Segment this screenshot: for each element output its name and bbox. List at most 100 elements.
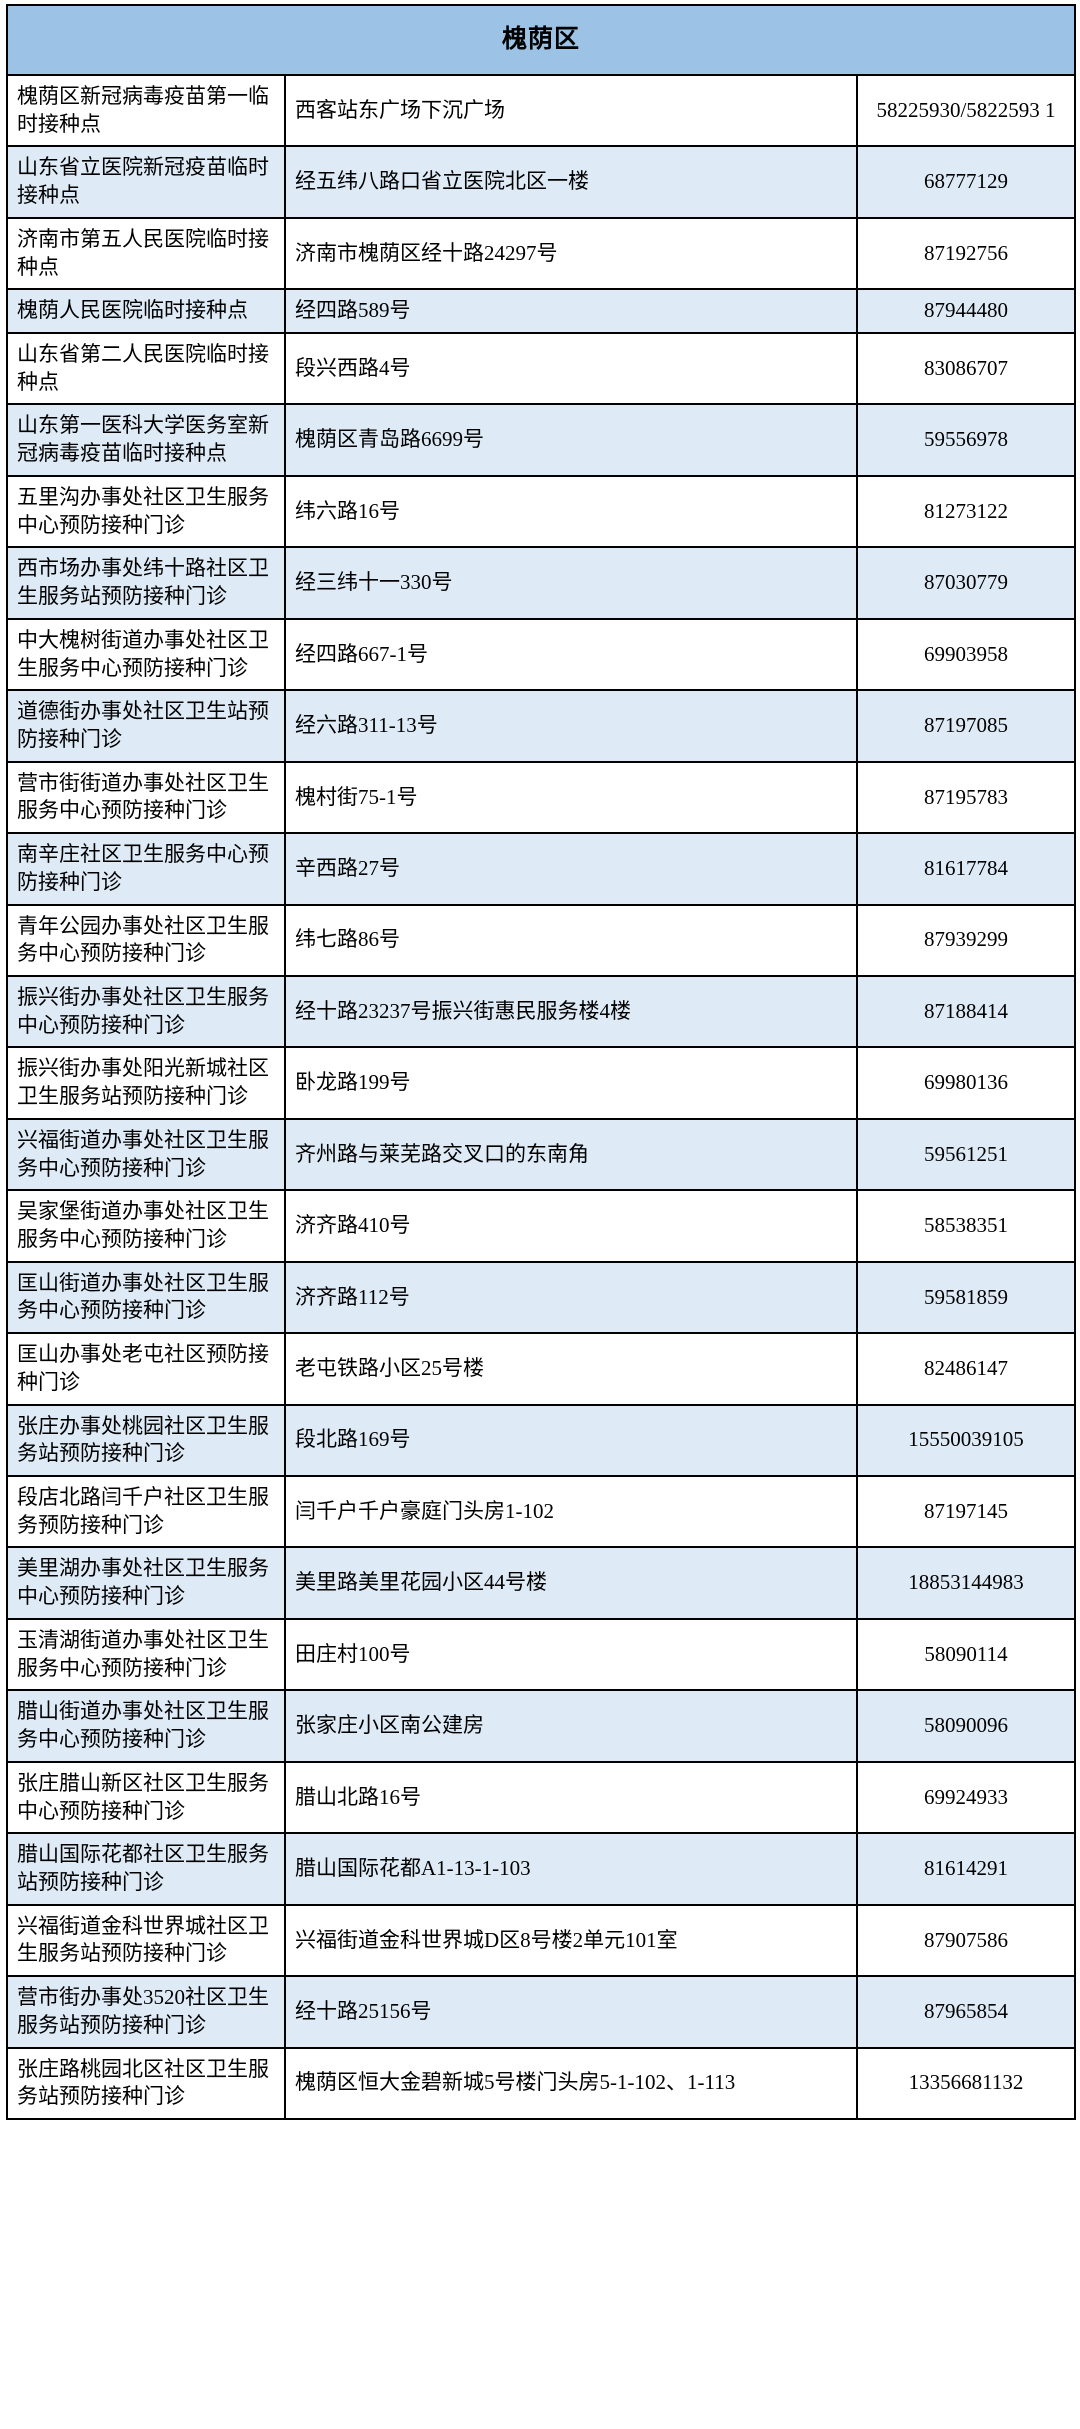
site-name-cell: 山东省第二人民医院临时接种点 [6,332,286,406]
table-header: 槐荫区 [5,4,1077,76]
site-name-cell: 腊山国际花都社区卫生服务站预防接种门诊 [6,1832,286,1906]
site-phone-cell: 87944480 [855,288,1077,335]
table-row: 道德街办事处社区卫生站预防接种门诊 经六路311-13号 87197085 [6,689,1077,763]
site-phone-cell: 68777129 [855,145,1077,219]
site-address-cell: 美里路美里花园小区44号楼 [284,1546,858,1620]
table-row: 槐荫区新冠病毒疫苗第一临时接种点 西客站东广场下沉广场 58225930/58225… [6,73,1077,148]
site-name-cell: 匡山办事处老屯社区预防接种门诊 [6,1332,286,1406]
table-row: 腊山国际花都社区卫生服务站预防接种门诊 腊山国际花都A1-13-1-103 8161… [6,1832,1077,1906]
site-name-cell: 段店北路闫千户社区卫生服务预防接种门诊 [6,1475,286,1549]
site-phone-cell: 87030779 [855,546,1077,620]
site-name-cell: 张庄办事处桃园社区卫生服务站预防接种门诊 [6,1403,286,1478]
site-address-cell: 经六路311-13号 [284,689,858,763]
table-row: 中大槐树街道办事处社区卫生服务中心预防接种门诊 经四路667-1号 69903958 [6,617,1077,692]
site-phone-cell: 15550039105 [855,1403,1077,1478]
site-name-cell: 山东第一医科大学医务室新冠病毒疫苗临时接种点 [6,403,286,477]
site-name-cell: 兴福街道办事处社区卫生服务中心预防接种门诊 [6,1117,286,1192]
site-phone-cell: 87939299 [855,903,1077,977]
site-address-cell: 经五纬八路口省立医院北区一楼 [284,145,858,219]
site-phone-cell: 81617784 [855,832,1077,906]
table-row: 张庄路桃园北区社区卫生服务站预防接种门诊 槐荫区恒大金碧新城5号楼门头房5-1-1… [6,2046,1077,2120]
table-row: 青年公园办事处社区卫生服务中心预防接种门诊 纬七路86号 87939299 [6,903,1077,977]
site-address-cell: 段北路169号 [284,1403,858,1478]
site-phone-cell: 13356681132 [855,2046,1077,2120]
site-address-cell: 老屯铁路小区25号楼 [284,1332,858,1406]
table-row: 吴家堡街道办事处社区卫生服务中心预防接种门诊 济齐路410号 58538351 [6,1189,1077,1263]
table-row: 匡山办事处老屯社区预防接种门诊 老屯铁路小区25号楼 82486147 [6,1332,1077,1406]
site-address-cell: 腊山国际花都A1-13-1-103 [284,1832,858,1906]
table-row: 西市场办事处纬十路社区卫生服务站预防接种门诊 经三纬十一330号 87030779 [6,546,1077,620]
site-name-cell: 营市街街道办事处社区卫生服务中心预防接种门诊 [6,760,286,835]
site-name-cell: 吴家堡街道办事处社区卫生服务中心预防接种门诊 [6,1189,286,1263]
site-name-cell: 南辛庄社区卫生服务中心预防接种门诊 [6,832,286,906]
site-address-cell: 槐荫区恒大金碧新城5号楼门头房5-1-102、1-113 [284,2046,858,2120]
site-phone-cell: 58090114 [855,1617,1077,1692]
table-row: 振兴街办事处社区卫生服务中心预防接种门诊 经十路23237号振兴街惠民服务楼4楼 8… [6,974,1077,1049]
site-address-cell: 辛西路27号 [284,832,858,906]
table-row: 振兴街办事处阳光新城社区卫生服务站预防接种门诊 卧龙路199号 69980136 [6,1046,1077,1120]
site-name-cell: 张庄腊山新区社区卫生服务中心预防接种门诊 [6,1760,286,1835]
spreadsheet-sheet: 槐荫区 槐荫区新冠病毒疫苗第一临时接种点 西客站东广场下沉广场 58225930/5… [5,4,1077,2120]
site-name-cell: 腊山街道办事处社区卫生服务中心预防接种门诊 [6,1689,286,1763]
site-phone-cell: 87192756 [855,216,1077,291]
table-row: 匡山街道办事处社区卫生服务中心预防接种门诊 济齐路112号 59581859 [6,1260,1077,1335]
site-phone-cell: 87197085 [855,689,1077,763]
table-row: 南辛庄社区卫生服务中心预防接种门诊 辛西路27号 81617784 [6,832,1077,906]
site-name-cell: 青年公园办事处社区卫生服务中心预防接种门诊 [6,903,286,977]
site-phone-cell: 69924933 [855,1760,1077,1835]
vaccination-sites-table: 槐荫区 槐荫区新冠病毒疫苗第一临时接种点 西客站东广场下沉广场 58225930/5… [5,4,1077,2120]
site-address-cell: 济齐路112号 [284,1260,858,1335]
site-phone-cell: 58225930/5822593 1 [855,73,1077,148]
site-phone-cell: 82486147 [855,1332,1077,1406]
table-row: 五里沟办事处社区卫生服务中心预防接种门诊 纬六路16号 81273122 [6,474,1077,549]
table-row: 张庄办事处桃园社区卫生服务站预防接种门诊 段北路169号 15550039105 [6,1403,1077,1478]
site-name-cell: 美里湖办事处社区卫生服务中心预防接种门诊 [6,1546,286,1620]
site-address-cell: 经十路23237号振兴街惠民服务楼4楼 [284,974,858,1049]
site-address-cell: 经四路589号 [284,288,858,335]
page-title: 槐荫区 [5,4,1077,76]
site-address-cell: 闫千户千户豪庭门头房1-102 [284,1475,858,1549]
site-phone-cell: 18853144983 [855,1546,1077,1620]
site-address-cell: 纬七路86号 [284,903,858,977]
site-phone-cell: 87965854 [855,1975,1077,2049]
site-phone-cell: 58538351 [855,1189,1077,1263]
table-row: 段店北路闫千户社区卫生服务预防接种门诊 闫千户千户豪庭门头房1-102 871971… [6,1475,1077,1549]
site-phone-cell: 58090096 [855,1689,1077,1763]
table-row: 济南市第五人民医院临时接种点 济南市槐荫区经十路24297号 87192756 [6,216,1077,291]
table-row: 山东省立医院新冠疫苗临时接种点 经五纬八路口省立医院北区一楼 68777129 [6,145,1077,219]
site-address-cell: 张家庄小区南公建房 [284,1689,858,1763]
site-name-cell: 振兴街办事处社区卫生服务中心预防接种门诊 [6,974,286,1049]
table-body: 槐荫区新冠病毒疫苗第一临时接种点 西客站东广场下沉广场 58225930/58225… [6,73,1077,2120]
table-row: 山东省第二人民医院临时接种点 段兴西路4号 83086707 [6,332,1077,406]
site-name-cell: 五里沟办事处社区卫生服务中心预防接种门诊 [6,474,286,549]
site-phone-cell: 83086707 [855,332,1077,406]
site-name-cell: 匡山街道办事处社区卫生服务中心预防接种门诊 [6,1260,286,1335]
site-name-cell: 山东省立医院新冠疫苗临时接种点 [6,145,286,219]
site-address-cell: 田庄村100号 [284,1617,858,1692]
site-name-cell: 张庄路桃园北区社区卫生服务站预防接种门诊 [6,2046,286,2120]
table-row: 张庄腊山新区社区卫生服务中心预防接种门诊 腊山北路16号 69924933 [6,1760,1077,1835]
table-row: 玉清湖街道办事处社区卫生服务中心预防接种门诊 田庄村100号 58090114 [6,1617,1077,1692]
site-address-cell: 段兴西路4号 [284,332,858,406]
site-address-cell: 经十路25156号 [284,1975,858,2049]
table-row: 兴福街道金科世界城社区卫生服务站预防接种门诊 兴福街道金科世界城D区8号楼2单元1… [6,1903,1077,1978]
site-address-cell: 卧龙路199号 [284,1046,858,1120]
site-name-cell: 道德街办事处社区卫生站预防接种门诊 [6,689,286,763]
site-address-cell: 纬六路16号 [284,474,858,549]
site-phone-cell: 87197145 [855,1475,1077,1549]
site-phone-cell: 81614291 [855,1832,1077,1906]
site-name-cell: 兴福街道金科世界城社区卫生服务站预防接种门诊 [6,1903,286,1978]
table-row: 兴福街道办事处社区卫生服务中心预防接种门诊 齐州路与莱芜路交叉口的东南角 59561… [6,1117,1077,1192]
site-address-cell: 兴福街道金科世界城D区8号楼2单元101室 [284,1903,858,1978]
table-title-row: 槐荫区 [5,4,1077,76]
site-address-cell: 槐荫区青岛路6699号 [284,403,858,477]
site-phone-cell: 59581859 [855,1260,1077,1335]
site-address-cell: 西客站东广场下沉广场 [284,73,858,148]
site-name-cell: 中大槐树街道办事处社区卫生服务中心预防接种门诊 [6,617,286,692]
site-phone-cell: 69903958 [855,617,1077,692]
site-address-cell: 济齐路410号 [284,1189,858,1263]
site-phone-cell: 59561251 [855,1117,1077,1192]
site-phone-cell: 87195783 [855,760,1077,835]
site-name-cell: 槐荫区新冠病毒疫苗第一临时接种点 [6,73,286,148]
site-phone-cell: 59556978 [855,403,1077,477]
